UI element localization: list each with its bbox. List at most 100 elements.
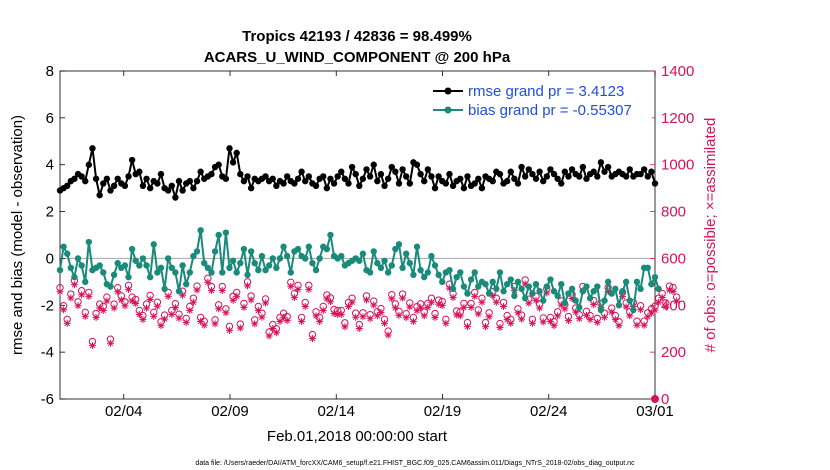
bias-point <box>428 252 435 260</box>
bias-point <box>258 252 266 260</box>
legend: rmse grand pr = 3.4123 bias grand pr = -… <box>430 79 652 121</box>
obs-assimilated-point <box>146 295 154 303</box>
bias-point <box>507 276 514 283</box>
obs-assimilated-point <box>370 301 378 309</box>
obs-assimilated-point <box>647 309 655 317</box>
bias-point <box>532 281 540 288</box>
bias-point <box>193 248 201 255</box>
bias-point <box>211 248 219 255</box>
bias-point <box>514 278 522 286</box>
bias-point <box>525 283 532 290</box>
bias-point <box>190 252 197 260</box>
rmse-point <box>431 184 439 192</box>
obs-assimilated-point <box>550 322 558 330</box>
bias-point <box>579 288 587 295</box>
obs-assimilated-point <box>294 285 302 293</box>
obs-assimilated-point <box>496 324 504 332</box>
bias-point <box>273 264 280 271</box>
obs-assimilated-point <box>85 292 93 300</box>
rmse-point <box>146 184 154 192</box>
rmse-point <box>363 166 370 173</box>
bias-point <box>572 297 579 304</box>
rmse-point <box>85 161 93 168</box>
obs-assimilated-point <box>81 312 89 320</box>
obs-assimilated-point <box>312 312 320 320</box>
obs-assimilated-point <box>182 318 190 326</box>
bias-point <box>521 295 529 302</box>
obs-assimilated-point <box>467 303 475 311</box>
rmse-point <box>604 163 612 171</box>
obs-assimilated-point <box>402 314 410 322</box>
bias-point <box>630 306 637 314</box>
rmse-point <box>121 182 129 189</box>
bias-point <box>604 278 612 286</box>
bias-point <box>594 283 601 290</box>
bias-point <box>309 259 316 267</box>
x-axis-label: Feb.01,2018 00:00:00 start <box>267 428 448 445</box>
rmse-point <box>302 177 309 185</box>
bias-point <box>67 264 75 271</box>
bias-point <box>576 304 583 311</box>
bias-point <box>558 281 565 288</box>
obs-assimilated-point <box>56 288 64 296</box>
rmse-point <box>359 175 367 182</box>
bias-point <box>114 259 121 267</box>
bias-point <box>644 264 651 271</box>
obs-assimilated-point <box>420 312 428 320</box>
obs-assimilated-point <box>536 304 544 312</box>
bias-point <box>392 245 399 253</box>
rmse-point <box>298 168 305 175</box>
bias-point <box>280 243 287 250</box>
obs-assimilated-point <box>244 282 252 290</box>
rmse-point <box>154 180 161 187</box>
obs-assimilated-point <box>482 323 490 331</box>
bias-point <box>399 264 406 271</box>
bias-point <box>626 297 633 304</box>
rmse-point <box>594 173 601 180</box>
obs-assimilated-point <box>352 313 360 321</box>
bias-point <box>467 276 475 283</box>
obs-assimilated-point <box>651 306 659 314</box>
rmse-point <box>532 175 540 182</box>
chart-title-line2: ACARS_U_WIND_COMPONENT @ 200 hPa <box>204 49 511 66</box>
rmse-point <box>186 177 194 185</box>
data-file-footer: data file: /Users/raeder/DAI/ATM_forcXX/… <box>195 460 635 467</box>
bias-point <box>175 288 183 295</box>
obs-assimilated-point <box>150 312 158 320</box>
bias-point <box>197 227 204 234</box>
bias-point <box>482 281 489 288</box>
rmse-point <box>478 184 486 192</box>
y-right-tick-label: 200 <box>661 344 686 361</box>
rmse-point <box>280 180 287 187</box>
bias-point <box>503 281 511 288</box>
legend-rmse-marker <box>444 87 452 95</box>
x-tick-label: 02/19 <box>424 403 462 420</box>
rmse-point <box>348 163 356 171</box>
y-left-tick-label: 2 <box>46 204 54 221</box>
bias-point <box>565 290 572 297</box>
obs-assimilated-point <box>103 297 111 305</box>
rmse-point <box>125 173 132 180</box>
bias-point <box>222 229 230 236</box>
bias-point <box>446 266 453 274</box>
rmse-point <box>449 182 457 189</box>
rmse-point <box>554 175 561 182</box>
bias-point <box>240 245 248 253</box>
obs-assimilated-point <box>384 331 392 339</box>
rmse-point <box>471 180 478 187</box>
obs-assimilated-point <box>388 295 396 303</box>
bias-point <box>338 252 345 260</box>
y-right-tick-label: 0 <box>661 391 669 408</box>
obs-assimilated-point <box>106 339 114 347</box>
plot-area: -6-4-202468020040060080010001200140002/0… <box>41 63 695 420</box>
obs-assimilated-point <box>500 302 508 310</box>
obs-assimilated-point <box>427 298 435 306</box>
rmse-point <box>320 173 327 180</box>
rmse-point <box>139 182 147 189</box>
obs-assimilated-point <box>399 294 407 302</box>
obs-assimilated-point <box>381 319 389 327</box>
bias-point <box>377 264 385 271</box>
rmse-point <box>626 166 633 173</box>
bias-point <box>96 262 103 269</box>
x-tick-label: 02/04 <box>105 403 143 420</box>
